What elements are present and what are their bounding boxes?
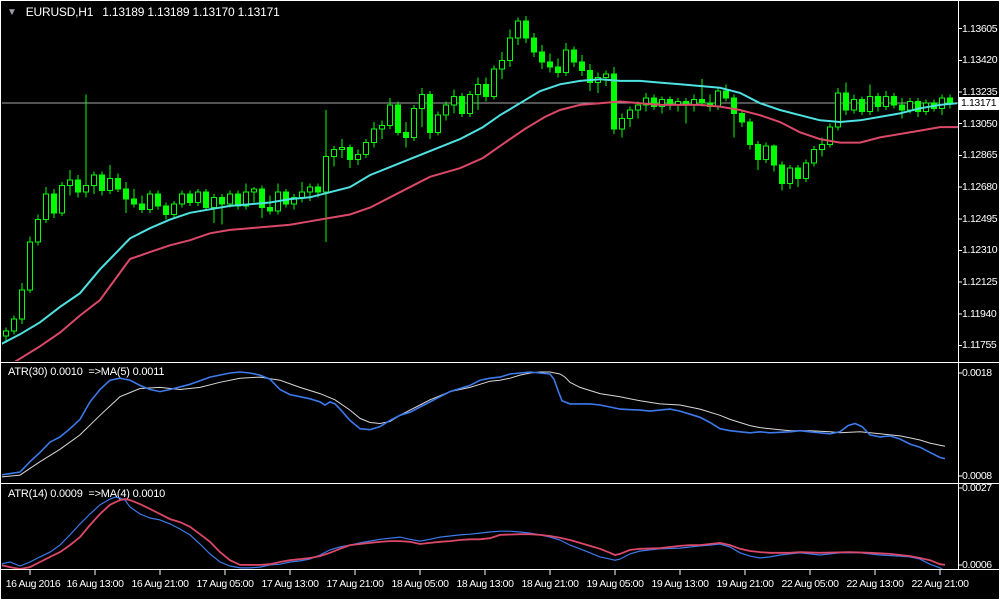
time-axis-label: 18 Aug 05:00 <box>391 578 449 590</box>
indicator-pane-atr30[interactable] <box>0 363 958 483</box>
time-axis-label: 16 Aug 2016 <box>5 578 61 590</box>
price-axis-label: 1.11755 <box>962 339 997 352</box>
indicator-axis-label: 0.0008 <box>962 470 992 483</box>
price-axis-label: 1.13050 <box>962 117 998 130</box>
indicator2-legend: ATR(14) 0.0009 =>MA(4) 0.0010 <box>8 488 166 500</box>
time-axis-label: 22 Aug 05:00 <box>781 578 839 590</box>
time-axis-label: 19 Aug 13:00 <box>651 578 709 590</box>
price-axis-label: 1.12680 <box>962 181 998 194</box>
price-axis-label: 1.12495 <box>962 212 998 225</box>
current-price-box: 1.13171 <box>958 97 999 110</box>
time-axis-label: 19 Aug 21:00 <box>716 578 774 590</box>
time-axis-label: 16 Aug 13:00 <box>66 578 124 590</box>
indicator-axis-label: 0.0018 <box>962 367 992 379</box>
indicator-axis-label: 0.0006 <box>962 558 992 571</box>
ohlc-quote-label: 1.13189 1.13189 1.13170 1.13171 <box>102 5 280 19</box>
time-axis-label: 17 Aug 13:00 <box>261 578 319 590</box>
time-axis-label: 22 Aug 21:00 <box>911 578 969 590</box>
indicator-axis-label: 0.0027 <box>962 482 992 494</box>
price-axis-label: 1.12865 <box>962 149 998 162</box>
time-axis-label: 16 Aug 21:00 <box>131 578 189 590</box>
time-axis-label: 17 Aug 21:00 <box>326 578 384 590</box>
chart-legend: ▼ EURUSD,H1 1.13189 1.13189 1.13170 1.13… <box>7 5 280 19</box>
time-axis-label: 18 Aug 21:00 <box>521 578 579 590</box>
price-axis-label: 1.12310 <box>962 244 998 257</box>
indicator1-legend: ATR(30) 0.0010 =>MA(5) 0.0011 <box>8 366 165 378</box>
symbol-timeframe-label: EURUSD,H1 <box>25 5 94 19</box>
price-axis-label: 1.13420 <box>962 54 998 67</box>
time-axis-label: 22 Aug 13:00 <box>846 578 904 590</box>
main-chart-pane[interactable] <box>0 0 958 362</box>
price-axis-label: 1.11940 <box>962 307 997 320</box>
time-axis-label: 18 Aug 13:00 <box>456 578 514 590</box>
price-axis-label: 1.13605 <box>962 22 998 35</box>
time-axis-label: 19 Aug 05:00 <box>586 578 644 590</box>
time-axis-label: 17 Aug 05:00 <box>196 578 254 590</box>
window-menu-triangle-icon: ▼ <box>7 6 17 18</box>
price-axis-label: 1.12125 <box>962 276 998 289</box>
